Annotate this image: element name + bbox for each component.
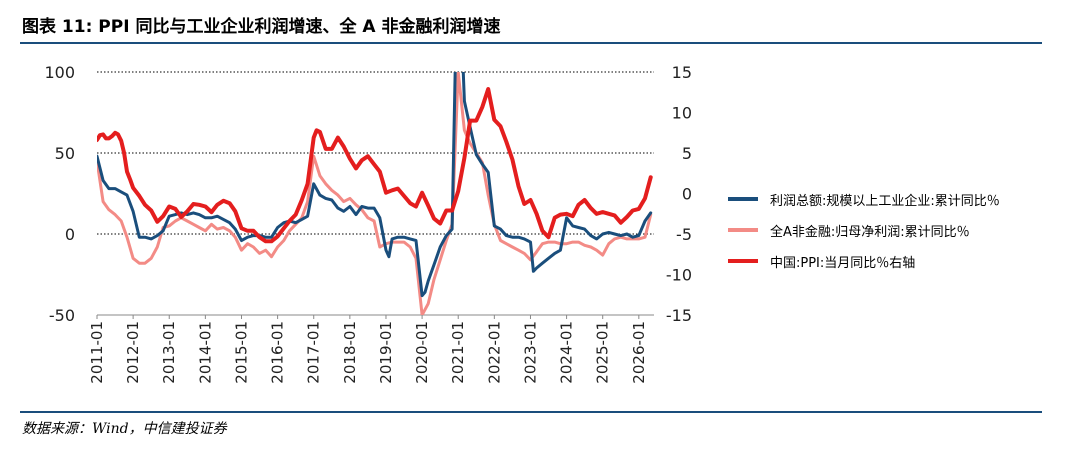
legend-label-a-share-profit: 全A非金融:归母净利润:累计同比％ bbox=[770, 224, 970, 240]
x-tick-label: 2022-01 bbox=[485, 321, 503, 384]
y-right-tick-label: -5 bbox=[676, 225, 692, 244]
x-tick-label: 2013-01 bbox=[160, 321, 178, 384]
y-right-tick-label: -10 bbox=[666, 266, 692, 285]
chart-legend: 利润总额:规模以上工业企业:累计同比％ 全A非金融:归母净利润:累计同比％ 中国… bbox=[728, 188, 1000, 281]
legend-swatch-industrial-profit bbox=[728, 197, 758, 201]
legend-swatch-a-share-profit bbox=[728, 228, 758, 232]
x-tick-label: 2018-01 bbox=[341, 321, 359, 384]
x-tick-label: 2015-01 bbox=[232, 321, 250, 384]
source-note: 数据来源：Wind，中信建投证券 bbox=[22, 421, 227, 437]
legend-label-industrial-profit: 利润总额:规模以上工业企业:累计同比％ bbox=[770, 193, 1000, 209]
x-tick-label: 2014-01 bbox=[196, 321, 214, 384]
footer-divider bbox=[20, 411, 1042, 413]
x-tick-label: 2019-01 bbox=[377, 321, 395, 384]
y-left-tick-label: -50 bbox=[49, 306, 75, 325]
x-tick-label: 2024-01 bbox=[558, 321, 576, 384]
y-right-tick-label: 0 bbox=[682, 185, 692, 204]
y-right-tick-label: 5 bbox=[682, 144, 692, 163]
x-tick-label: 2021-01 bbox=[449, 321, 467, 384]
legend-swatch-ppi bbox=[728, 259, 758, 263]
title-divider bbox=[20, 42, 1042, 44]
y-left-tick-label: 50 bbox=[55, 144, 75, 163]
y-right-tick-label: 15 bbox=[672, 63, 692, 82]
x-tick-label: 2025-01 bbox=[594, 321, 612, 384]
series-line-a-share-profit bbox=[97, 72, 653, 315]
x-tick-label: 2020-01 bbox=[413, 321, 431, 384]
legend-item-ppi: 中国:PPI:当月同比％右轴 bbox=[728, 250, 1000, 272]
x-tick-label: 2012-01 bbox=[124, 321, 142, 384]
x-tick-label: 2011-01 bbox=[88, 321, 106, 384]
x-tick-label: 2016-01 bbox=[269, 321, 287, 384]
legend-label-ppi: 中国:PPI:当月同比％右轴 bbox=[770, 255, 916, 271]
legend-item-a-share-profit: 全A非金融:归母净利润:累计同比％ bbox=[728, 219, 1000, 241]
y-right-tick-label: 10 bbox=[672, 104, 692, 123]
series-line-ppi bbox=[97, 87, 653, 244]
series-line-industrial-profit bbox=[97, 72, 653, 298]
y-left-tick-label: 100 bbox=[44, 63, 75, 82]
chart-title: 图表 11: PPI 同比与工业企业利润增速、全 A 非金融利润增速 bbox=[22, 17, 501, 37]
y-right-tick-label: -15 bbox=[666, 306, 692, 325]
x-tick-label: 2017-01 bbox=[305, 321, 323, 384]
x-tick-label: 2026-01 bbox=[630, 321, 648, 384]
x-tick-label: 2023-01 bbox=[521, 321, 539, 384]
legend-item-industrial-profit: 利润总额:规模以上工业企业:累计同比％ bbox=[728, 188, 1000, 210]
y-left-tick-label: 0 bbox=[65, 225, 75, 244]
